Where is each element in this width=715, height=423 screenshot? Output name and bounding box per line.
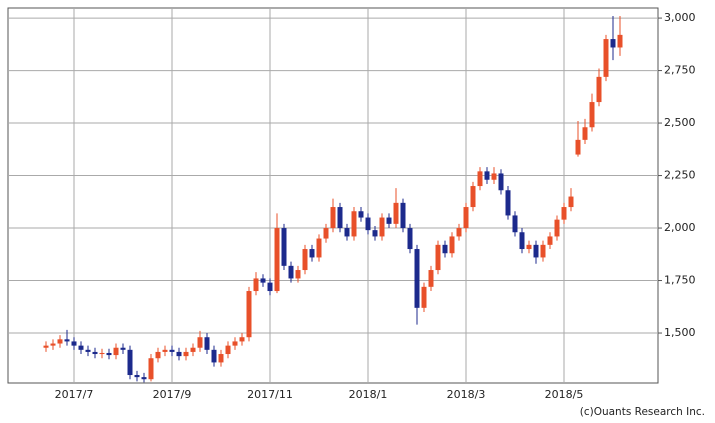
y-tick-label: 3,000: [664, 11, 696, 24]
candle-body: [218, 354, 224, 363]
candle-body: [134, 375, 140, 378]
candle-body: [267, 282, 273, 292]
candle-body: [379, 217, 385, 237]
candle-body: [155, 351, 161, 359]
candle-body: [169, 349, 175, 352]
candle-body: [568, 196, 574, 208]
candle-body: [337, 207, 343, 229]
y-tick-label: 2,750: [664, 64, 696, 77]
candle-body: [414, 249, 420, 308]
candle-body: [540, 244, 546, 258]
candle-body: [421, 286, 427, 308]
candle-body: [393, 202, 399, 224]
x-tick-label: 2018/1: [349, 388, 388, 401]
x-tick-label: 2018/5: [545, 388, 584, 401]
candle-body: [589, 102, 595, 128]
candle-body: [442, 244, 448, 254]
candle-body: [71, 341, 77, 346]
candle-body: [246, 291, 252, 338]
candle-body: [225, 345, 231, 355]
candle-body: [295, 270, 301, 279]
candle-body: [358, 211, 364, 218]
candle-body: [617, 34, 623, 48]
y-tick-label: 1,750: [664, 274, 696, 287]
candle-body: [204, 337, 210, 350]
x-tick-label: 2017/7: [55, 388, 94, 401]
candle-body: [57, 339, 63, 344]
candle-body: [582, 127, 588, 140]
y-tick-label: 2,250: [664, 169, 696, 182]
candle-body: [519, 232, 525, 250]
candle-body: [99, 352, 105, 355]
candle-body: [596, 76, 602, 103]
candle-body: [274, 228, 280, 292]
candle-body: [575, 139, 581, 155]
candle-body: [197, 337, 203, 348]
candle-body: [302, 249, 308, 271]
candle-body: [323, 228, 329, 239]
candle-body: [120, 347, 126, 350]
candle-body: [533, 244, 539, 258]
candle-body: [526, 244, 532, 250]
candle-body: [554, 219, 560, 237]
candle-body: [232, 341, 238, 346]
candle-body: [470, 186, 476, 208]
candle-body: [281, 228, 287, 266]
candle-body: [386, 217, 392, 224]
candle-body: [610, 39, 616, 48]
candle-body: [491, 173, 497, 180]
candle-body: [330, 207, 336, 229]
candle-body: [64, 339, 70, 342]
candle-body: [365, 217, 371, 231]
candle-body: [43, 345, 49, 348]
candle-body: [106, 352, 112, 356]
candle-body: [190, 347, 196, 352]
candle-body: [260, 278, 266, 283]
candle-body: [449, 236, 455, 254]
candle-body: [288, 265, 294, 279]
x-tick-label: 2017/11: [247, 388, 293, 401]
candle-body: [239, 337, 245, 342]
candle-body: [113, 347, 119, 356]
candle-body: [603, 39, 609, 77]
candle-body: [148, 358, 154, 380]
credit: (c)Ouants Research Inc.: [580, 406, 705, 418]
candle-body: [316, 238, 322, 258]
candle-body: [477, 171, 483, 187]
candle-body: [505, 190, 511, 216]
candle-body: [141, 377, 147, 380]
plot-frame: [7, 7, 659, 384]
candle-body: [183, 351, 189, 357]
candle-body: [253, 278, 259, 292]
x-tick-label: 2018/3: [447, 388, 486, 401]
candle-body: [463, 207, 469, 229]
y-tick-label: 1,500: [664, 326, 696, 339]
candle-body: [162, 349, 168, 352]
candle-body: [512, 215, 518, 233]
candle-body: [456, 228, 462, 237]
candle-body: [547, 236, 553, 245]
candle-body: [78, 345, 84, 350]
candle-body: [309, 249, 315, 258]
candle-body: [372, 230, 378, 237]
candle-body: [92, 351, 98, 355]
candle-body: [400, 202, 406, 229]
candle-body: [561, 207, 567, 220]
candle-body: [435, 244, 441, 271]
candle-body: [351, 211, 357, 237]
candle-body: [176, 351, 182, 357]
y-tick-label: 2,000: [664, 221, 696, 234]
candle-body: [85, 349, 91, 352]
candle-body: [211, 349, 217, 363]
candle-body: [407, 228, 413, 250]
candle-body: [344, 228, 350, 237]
candle-body: [127, 349, 133, 376]
y-tick-label: 2,500: [664, 116, 696, 129]
candle-body: [428, 270, 434, 287]
candle-body: [484, 171, 490, 180]
candle-body: [498, 173, 504, 191]
x-tick-label: 2017/9: [153, 388, 192, 401]
candle-body: [50, 343, 56, 346]
